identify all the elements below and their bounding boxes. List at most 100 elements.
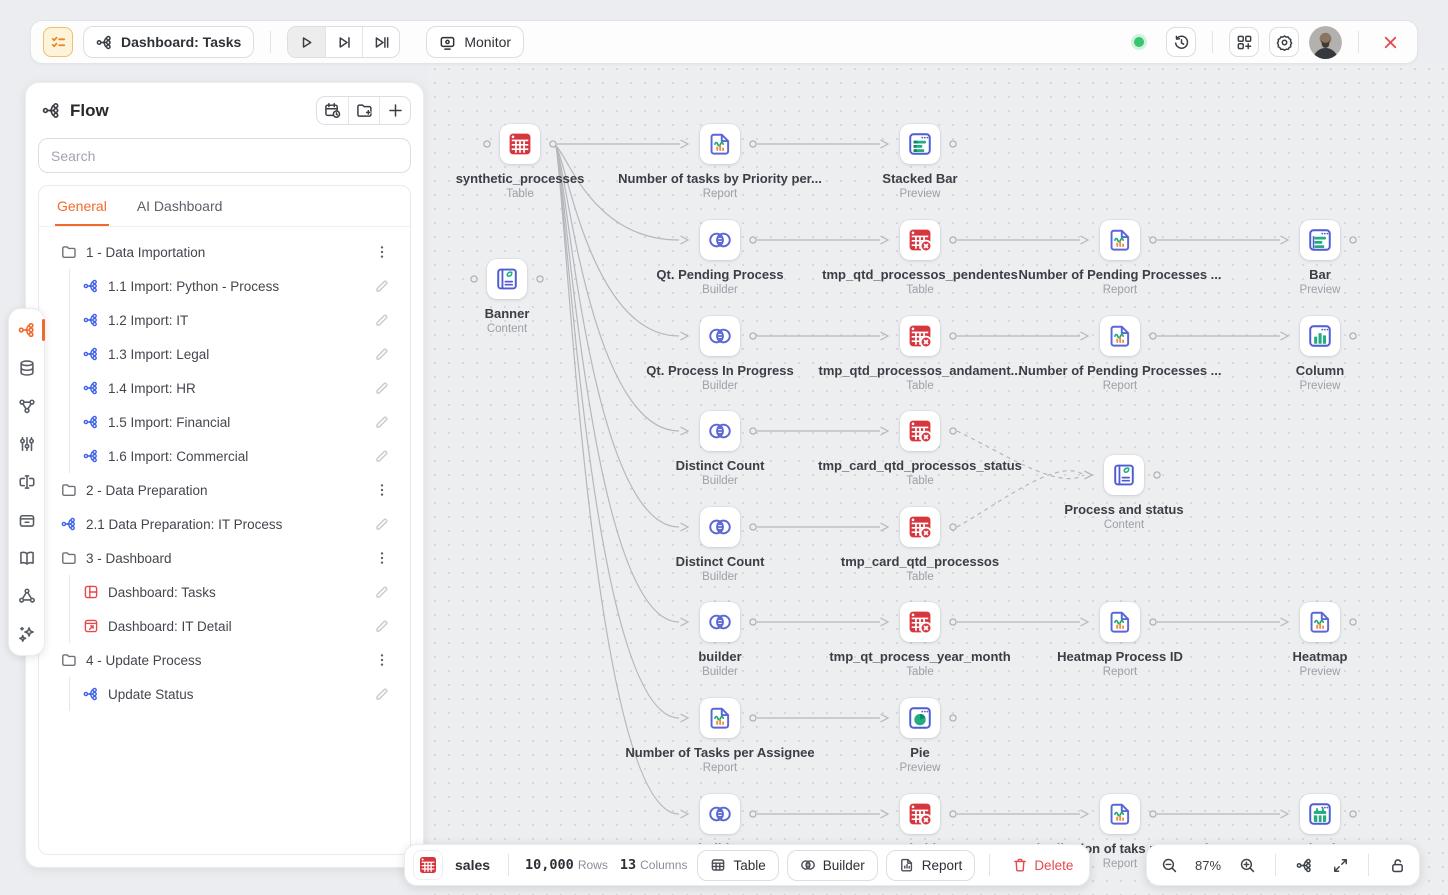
delete-button[interactable]: Delete <box>1004 857 1081 873</box>
run-to-end-button[interactable] <box>325 27 362 57</box>
toolbar-database-button[interactable] <box>9 349 44 387</box>
tree-folder-row[interactable]: 2 - Data Preparation <box>49 473 400 507</box>
flow-node[interactable]: Heatmap Process ID Report <box>1005 602 1235 678</box>
node-type-label: Table <box>906 475 934 487</box>
search-input[interactable] <box>38 138 411 173</box>
tree-item-row[interactable]: 1.2 Import: IT <box>49 303 400 337</box>
tree-item-row[interactable]: Dashboard: Tasks <box>49 575 400 609</box>
edit-pencil-icon[interactable] <box>374 618 390 634</box>
close-button[interactable] <box>1375 27 1405 57</box>
tree-item-row[interactable]: 1.4 Import: HR <box>49 371 400 405</box>
tree-folder-row[interactable]: 1 - Data Importation <box>49 235 400 269</box>
flow-icon <box>83 448 99 464</box>
flow-node[interactable]: Number of tasks by Priority per... Report <box>605 124 835 200</box>
flow-node[interactable]: Bar Preview <box>1205 220 1435 296</box>
edit-pencil-icon[interactable] <box>374 516 390 532</box>
flow-node[interactable]: Stacked Bar Preview <box>805 124 1035 200</box>
open-builder-button[interactable]: Builder <box>786 849 878 881</box>
run-step-button[interactable] <box>362 27 399 57</box>
flow-node[interactable]: synthetic_processes Table <box>428 124 635 200</box>
toolbar-share-nodes-button[interactable] <box>9 387 44 425</box>
zoom-out-button[interactable] <box>1155 851 1183 879</box>
lock-button[interactable] <box>1383 851 1411 879</box>
flow-node[interactable]: tmp_card_qtd_processos Table <box>805 507 1035 583</box>
tree-item-label: 2.1 Data Preparation: IT Process <box>86 516 283 532</box>
flow-node[interactable]: Number of Pending Processes ... Report <box>1005 220 1235 296</box>
tree-item-row[interactable]: Dashboard: IT Detail <box>49 609 400 643</box>
flow-node[interactable]: tmp_qtd_processos_pendentes Table <box>805 220 1035 296</box>
toolbar-sliders-button[interactable] <box>9 425 44 463</box>
toolbar-book-button[interactable] <box>9 539 44 577</box>
edit-pencil-icon[interactable] <box>374 448 390 464</box>
fit-view-button[interactable] <box>1326 851 1354 879</box>
report-node-icon <box>1300 602 1340 642</box>
flow-node[interactable]: CalendarPreview <box>1205 794 1435 870</box>
auto-layout-button[interactable] <box>1290 851 1318 879</box>
tree-item-row[interactable]: 1.5 Import: Financial <box>49 405 400 439</box>
more-options-icon[interactable] <box>374 550 390 566</box>
schedule-button[interactable] <box>317 97 348 124</box>
flow-node[interactable]: Distinct Count Builder <box>605 507 835 583</box>
flow-node[interactable]: Distinct Count Builder <box>605 411 835 487</box>
more-options-icon[interactable] <box>374 244 390 260</box>
flow-canvas[interactable]: synthetic_processes Table Number of tasks … <box>428 62 1448 895</box>
flow-node[interactable]: tmp_qtd_processos_andament... Table <box>805 316 1035 392</box>
flow-node[interactable]: builder Builder <box>605 602 835 678</box>
checklist-button[interactable] <box>43 27 73 57</box>
open-table-button[interactable]: Table <box>697 849 779 881</box>
builder-node-icon <box>700 411 740 451</box>
flow-node[interactable]: Heatmap Preview <box>1205 602 1435 678</box>
flow-icon <box>42 101 61 120</box>
zoom-in-button[interactable] <box>1233 851 1261 879</box>
tab-general[interactable]: General <box>55 186 109 226</box>
edit-pencil-icon[interactable] <box>374 346 390 362</box>
table-temp-node-icon <box>900 507 940 547</box>
flow-node[interactable]: tmp_card_qtd_processos_status Table <box>805 411 1035 487</box>
flow-node[interactable]: Process and status Content <box>1009 455 1239 531</box>
monitor-button[interactable]: Monitor <box>426 26 525 58</box>
tree-item-row[interactable]: 2.1 Data Preparation: IT Process <box>49 507 400 541</box>
flow-node[interactable]: Qt. Pending Process Builder <box>605 220 835 296</box>
tree-folder-row[interactable]: 3 - Dashboard <box>49 541 400 575</box>
flow-node[interactable]: tmp_qt_process_year_month Table <box>805 602 1035 678</box>
tree-item-row[interactable]: 1.1 Import: Python - Process <box>49 269 400 303</box>
run-button[interactable] <box>288 27 326 57</box>
tab-ai-dashboard[interactable]: AI Dashboard <box>136 198 223 214</box>
toolbar-workflow-button[interactable] <box>9 577 44 615</box>
flow-node[interactable]: Pie Preview <box>805 698 1035 774</box>
flow-node[interactable]: Column Preview <box>1205 316 1435 392</box>
toolbar-rename-button[interactable] <box>9 463 44 501</box>
toolbar-archive-button[interactable] <box>9 501 44 539</box>
open-report-button[interactable]: Report <box>885 849 976 881</box>
flow-node[interactable]: Banner Content <box>428 259 622 335</box>
tree-item-row[interactable]: Update Status <box>49 677 400 711</box>
more-options-icon[interactable] <box>374 482 390 498</box>
edit-pencil-icon[interactable] <box>374 414 390 430</box>
more-options-icon[interactable] <box>374 652 390 668</box>
widgets-button[interactable] <box>1229 27 1259 57</box>
edit-pencil-icon[interactable] <box>374 686 390 702</box>
add-flow-button[interactable] <box>379 97 410 124</box>
settings-button[interactable] <box>1269 27 1299 57</box>
fit-view-icon <box>1333 858 1347 872</box>
toolbar-flow-button[interactable] <box>9 311 45 349</box>
flow-title-button[interactable]: Dashboard: Tasks <box>83 26 255 58</box>
edit-pencil-icon[interactable] <box>374 380 390 396</box>
unlock-icon <box>1391 858 1403 872</box>
edit-pencil-icon[interactable] <box>374 312 390 328</box>
flow-node[interactable]: Number of Tasks per Assignee Report <box>605 698 835 774</box>
zoom-in-icon <box>1240 858 1254 872</box>
flow-node[interactable]: Number of Pending Processes ... Report <box>1005 316 1235 392</box>
edit-pencil-icon[interactable] <box>374 278 390 294</box>
flow-node[interactable]: Qt. Process In Progress Builder <box>605 316 835 392</box>
tree-folder-row[interactable]: 4 - Update Process <box>49 643 400 677</box>
edit-pencil-icon[interactable] <box>374 584 390 600</box>
table-temp-node-icon <box>900 316 940 356</box>
user-avatar[interactable] <box>1309 25 1342 59</box>
add-folder-button[interactable] <box>348 97 379 124</box>
toolbar-ai-sparkles-button[interactable] <box>9 615 44 653</box>
history-button[interactable] <box>1166 27 1196 57</box>
tree-item-row[interactable]: 1.3 Import: Legal <box>49 337 400 371</box>
node-type-label: Builder <box>702 284 738 296</box>
tree-item-row[interactable]: 1.6 Import: Commercial <box>49 439 400 473</box>
